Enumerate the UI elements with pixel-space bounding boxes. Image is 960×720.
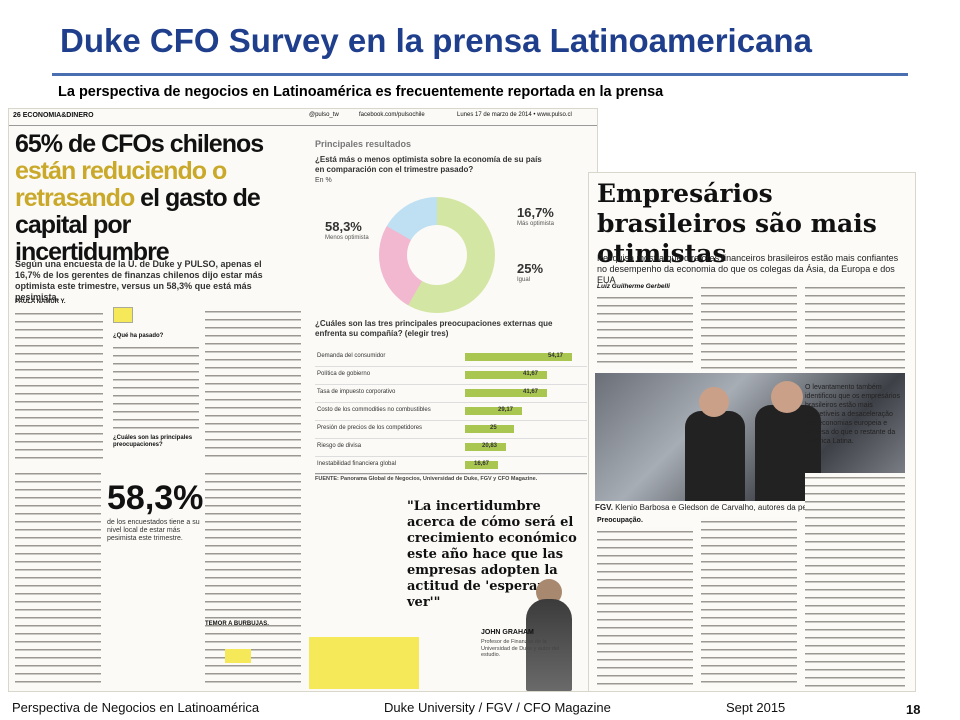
bar-value-label: 16,67 (474, 461, 490, 467)
body-text-column (205, 469, 301, 689)
page-number: 18 (906, 702, 921, 717)
chart-title: Principales resultados (315, 139, 412, 149)
headline-part-3: el gasto de capital por incertidumbre (15, 184, 261, 266)
section-label: TEMOR A BURBUJAS. (205, 621, 269, 627)
bar-row: Presión de precios de los competidores 25 (315, 421, 587, 439)
bar (465, 443, 506, 451)
bar-category-label: Costo de los commodities no combustibles (317, 407, 431, 413)
chart-source: FUENTE: Panorama Global de Negocios, Uni… (315, 473, 587, 482)
newspaper-header-bar: 26 ECONOMIA&DINERO @pulso_tw facebook.co… (9, 109, 597, 126)
bar (465, 389, 547, 397)
yellow-highlight (225, 649, 251, 663)
newspaper-date: Lunes 17 de marzo de 2014 • www.pulso.cl (457, 112, 572, 118)
side-text-block (113, 343, 199, 431)
bar-row: Inestabilidad financiera global 16,67 (315, 457, 587, 475)
bar-value-label: 41,67 (523, 389, 539, 395)
pie-slice-label: Igual (517, 277, 531, 283)
bar-category-label: Tasa de impuesto corporativo (317, 389, 396, 395)
slide-title: Duke CFO Survey en la prensa Latinoameri… (60, 22, 812, 59)
facebook-page: facebook.com/pulsochile (359, 112, 425, 118)
footer-bar (0, 692, 960, 720)
bar-category-label: Demanda del consumidor (317, 353, 386, 359)
br-article-headline: Empresários brasileiros são mais otimist… (597, 179, 877, 268)
bar-row: Riesgo de divisa 20,83 (315, 439, 587, 457)
pie-slice-value: 58,3% (325, 219, 362, 234)
bar-category-label: Riesgo de divisa (317, 443, 362, 449)
bar (465, 353, 572, 361)
bar-value-label: 25 (490, 425, 497, 431)
bar-value-label: 29,17 (498, 407, 514, 413)
caption-text: Klenio Barbosa e Gledson de Carvalho, au… (615, 503, 830, 512)
footer-middle-text: Duke University / FGV / CFO Magazine (384, 700, 611, 715)
pull-quote: "La incertidumbre acerca de cómo será el… (407, 499, 577, 610)
br-body-column (805, 283, 905, 369)
headline-part-2: están reduciendo o retrasando (15, 157, 227, 212)
bar-chart: Demanda del consumidor 54,17 Política de g… (315, 349, 587, 475)
br-body-column (597, 293, 693, 369)
bar-row: Política de gobierno 41,67 (315, 367, 587, 385)
article-lede: Según una encuesta de la U. de Duke y PU… (15, 259, 263, 302)
br-photo-caption: FGV. Klenio Barbosa e Gledson de Carvalh… (595, 503, 905, 512)
bar-row: Tasa de impuesto corporativo 41,67 (315, 385, 587, 403)
person-head (699, 387, 729, 417)
pie-unit-label: En % (315, 177, 332, 184)
pie-slice-value: 25% (517, 261, 544, 276)
person-head (771, 381, 803, 413)
bar (465, 371, 547, 379)
footer-left-text: Perspectiva de Negocios en Latinoamérica (12, 700, 260, 715)
caption-prefix: FGV. (595, 503, 613, 512)
pie-question: ¿Está más o menos optimista sobre la eco… (315, 155, 542, 174)
pie-chart-hole (407, 225, 467, 285)
pie-slice-label: Más optimista (517, 221, 555, 227)
body-text-column (15, 469, 101, 689)
quote-author: JOHN GRAHAM (481, 629, 534, 636)
article-headline: 65% de CFOs chilenos están reduciendo o … (15, 131, 285, 266)
br-section-label: Preocupação. (597, 517, 643, 524)
bar-category-label: Inestabilidad financiera global (317, 461, 397, 467)
author-photo (526, 599, 572, 691)
brazilian-newspaper-clipping: Empresários brasileiros são mais otimist… (588, 172, 916, 692)
br-body-snippet: O levantamento também identificou que os… (805, 384, 900, 445)
br-body-column (597, 527, 693, 687)
br-body-column (701, 517, 797, 687)
body-text-column (205, 307, 301, 457)
bar-row: Costo de los commodities no combustibles… (315, 403, 587, 421)
bar-chart-question: ¿Cuáles son las tres principales preocup… (315, 319, 553, 338)
bar-row: Demanda del consumidor 54,17 (315, 349, 587, 367)
bar-value-label: 20,83 (482, 443, 498, 449)
person-figure (685, 411, 745, 501)
quote-author-note: Profesor de Finanzas de la Universidad d… (481, 639, 560, 658)
br-body-column (805, 473, 905, 687)
body-text-column (15, 309, 103, 459)
side-question-1: ¿Qué ha pasado? (113, 333, 164, 339)
twitter-handle: @pulso_tw (309, 112, 339, 118)
bar-value-label: 41,67 (523, 371, 539, 377)
pie-slice-label: Menos optimista (325, 235, 369, 241)
br-byline: Luiz Guilherme Gerbelli (597, 283, 670, 290)
bar (465, 407, 522, 415)
title-underline (52, 73, 908, 76)
percent-caption: de los encuestados tiene a su nivel loca… (107, 519, 200, 542)
side-question-2: ¿Cuáles son las principales preocupacion… (113, 435, 193, 448)
headline-part-1: 65% de CFOs chilenos (15, 130, 264, 158)
bar-value-label: 54,17 (548, 353, 564, 359)
newspaper-section: 26 ECONOMIA&DINERO (13, 112, 94, 119)
footer-date: Sept 2015 (726, 700, 786, 715)
bar (465, 425, 514, 433)
slide-subtitle: La perspectiva de negocios en Latinoamér… (58, 84, 664, 100)
big-percent-stat: 58,3% (107, 479, 204, 517)
byline: PAULA NAMUR Y. (15, 299, 66, 305)
yellow-highlight-box (309, 637, 419, 689)
bar-category-label: Política de gobierno (317, 371, 371, 377)
br-body-column (701, 283, 797, 369)
folder-icon (113, 307, 133, 323)
bar (465, 461, 498, 469)
chilean-newspaper-clipping: 26 ECONOMIA&DINERO @pulso_tw facebook.co… (8, 108, 598, 692)
br-article-deck: Pesquisa mostra que diretores financeiro… (597, 253, 899, 285)
pie-slice-value: 16,7% (517, 205, 554, 220)
bar-category-label: Presión de precios de los competidores (317, 425, 423, 431)
